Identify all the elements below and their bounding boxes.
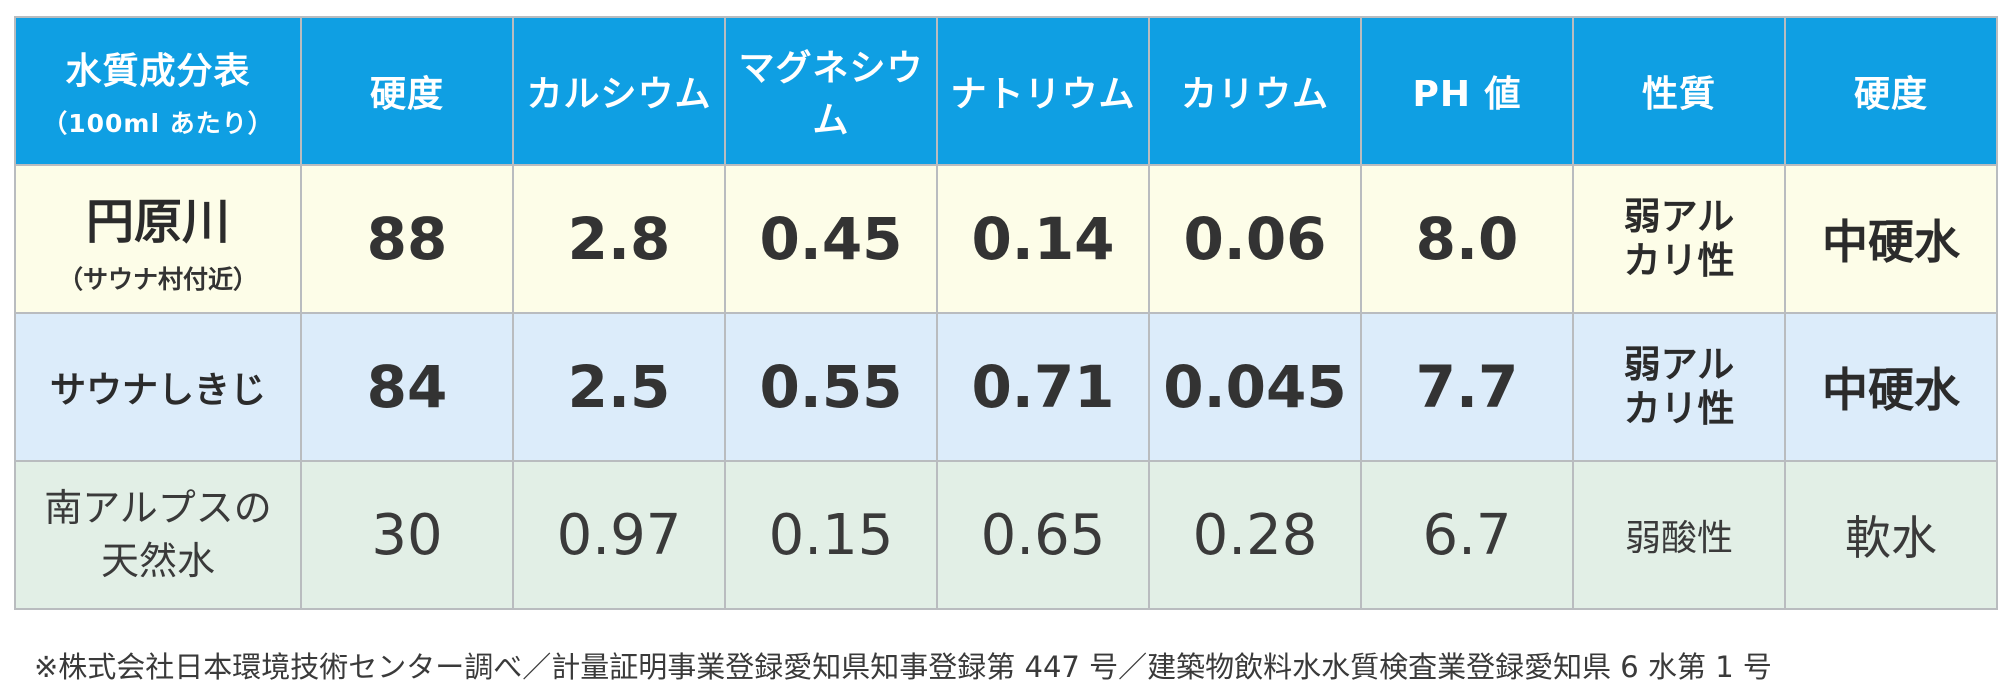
hardness-cell: 88 [300, 164, 514, 314]
column-header-hardness: 硬度 [300, 16, 514, 166]
column-header-magnesium: マグネシウム [724, 16, 938, 166]
water-quality-table: 水質成分表 （100ml あたり） 硬度 カルシウム マグネシウム ナトリウム … [14, 16, 1998, 610]
hardness-class-cell: 軟水 [1784, 460, 1998, 610]
hardness-cell: 30 [300, 460, 514, 610]
nature-text: 弱アルカリ性 [1623, 194, 1735, 282]
column-header-nature: 性質 [1572, 16, 1786, 166]
row-name-cell: 南アルプスの天然水 [14, 460, 302, 610]
row-name: 円原川 [85, 194, 230, 250]
potassium-cell: 0.28 [1148, 460, 1362, 610]
hardness-class-cell: 中硬水 [1784, 164, 1998, 314]
hardness-cell: 84 [300, 312, 514, 462]
column-header-potassium: カリウム [1148, 16, 1362, 166]
nature-cell: 弱アルカリ性 [1572, 164, 1786, 314]
nature-text: 弱酸性 [1624, 518, 1733, 559]
row-name: サウナしきじ [49, 370, 266, 411]
ph-cell: 7.7 [1360, 312, 1574, 462]
magnesium-cell: 0.55 [724, 312, 938, 462]
column-header-ph: PH 値 [1360, 16, 1574, 166]
sodium-cell: 0.71 [936, 312, 1150, 462]
potassium-cell: 0.06 [1148, 164, 1362, 314]
hardness-class-cell: 中硬水 [1784, 312, 1998, 462]
ph-cell: 6.7 [1360, 460, 1574, 610]
column-header-hardness-class: 硬度 [1784, 16, 1998, 166]
sodium-cell: 0.65 [936, 460, 1150, 610]
calcium-cell: 2.5 [512, 312, 726, 462]
row-name-cell: サウナしきじ [14, 312, 302, 462]
column-header-sodium: ナトリウム [936, 16, 1150, 166]
column-header-calcium: カルシウム [512, 16, 726, 166]
ph-cell: 8.0 [1360, 164, 1574, 314]
table-title-cell: 水質成分表 （100ml あたり） [14, 16, 302, 166]
footnote: ※株式会社日本環境技術センター調べ／計量証明事業登録愛知県知事登録第 447 号… [34, 650, 1772, 684]
calcium-cell: 0.97 [512, 460, 726, 610]
table-subtitle: （100ml あたり） [42, 109, 274, 138]
nature-text: 弱アルカリ性 [1623, 342, 1735, 430]
table-title: 水質成分表 [65, 51, 251, 92]
table-header-row: 水質成分表 （100ml あたり） 硬度 カルシウム マグネシウム ナトリウム … [14, 16, 1998, 166]
nature-cell: 弱アルカリ性 [1572, 312, 1786, 462]
calcium-cell: 2.8 [512, 164, 726, 314]
nature-cell: 弱酸性 [1572, 460, 1786, 610]
row-name-sub: （サウナ村付近） [57, 265, 258, 294]
table-row: 円原川 （サウナ村付近） 88 2.8 0.45 0.14 0.06 8.0 弱… [14, 164, 1998, 314]
row-name-cell: 円原川 （サウナ村付近） [14, 164, 302, 314]
magnesium-cell: 0.15 [724, 460, 938, 610]
table-row: サウナしきじ 84 2.5 0.55 0.71 0.045 7.7 弱アルカリ性… [14, 312, 1998, 462]
sodium-cell: 0.14 [936, 164, 1150, 314]
magnesium-cell: 0.45 [724, 164, 938, 314]
row-name: 南アルプスの天然水 [44, 485, 272, 583]
table-row: 南アルプスの天然水 30 0.97 0.15 0.65 0.28 6.7 弱酸性… [14, 460, 1998, 610]
potassium-cell: 0.045 [1148, 312, 1362, 462]
